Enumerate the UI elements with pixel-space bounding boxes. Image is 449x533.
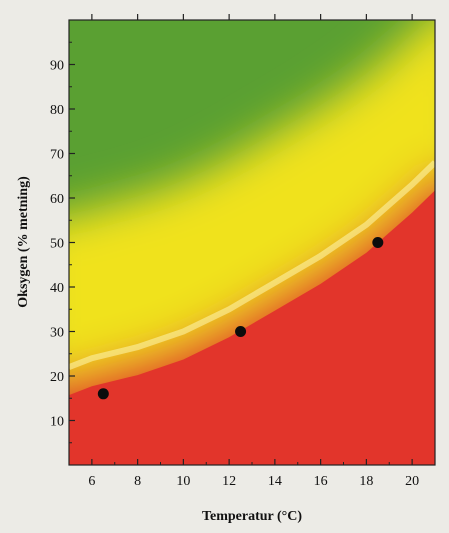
x-axis-label: Temperatur (°C) (202, 509, 302, 524)
data-point (235, 326, 247, 337)
threshold-highlight (69, 160, 435, 370)
y-tick-label: 60 (50, 192, 64, 207)
y-tick-label: 10 (50, 415, 64, 430)
y-tick-label: 20 (50, 370, 64, 385)
y-axis: 10 20 30 40 50 60 70 80 90 (50, 41, 75, 444)
x-tick-label: 12 (222, 474, 236, 489)
x-tick-label: 14 (268, 474, 282, 489)
y-tick-label: 90 (50, 59, 64, 74)
y-tick-label: 80 (50, 103, 64, 118)
x-tick-label: 16 (314, 474, 328, 489)
x-tick-label: 18 (359, 474, 373, 489)
data-points (97, 237, 384, 400)
heatmap-background (69, 20, 435, 465)
x-tick-label: 8 (134, 474, 141, 489)
zone-red-core (69, 190, 435, 465)
y-tick-label: 30 (50, 326, 64, 341)
x-tick-label: 10 (176, 474, 190, 489)
y-axis-label: Oksygen (% metning) (16, 176, 31, 308)
data-point (372, 237, 384, 248)
y-tick-label: 70 (50, 148, 64, 163)
x-axis: 6 8 10 12 14 16 18 20 (68, 14, 436, 489)
y-tick-label: 40 (50, 281, 64, 296)
x-tick-label: 20 (405, 474, 419, 489)
y-tick-label: 50 (50, 237, 64, 252)
data-point (97, 388, 109, 400)
x-tick-label: 6 (88, 474, 95, 489)
